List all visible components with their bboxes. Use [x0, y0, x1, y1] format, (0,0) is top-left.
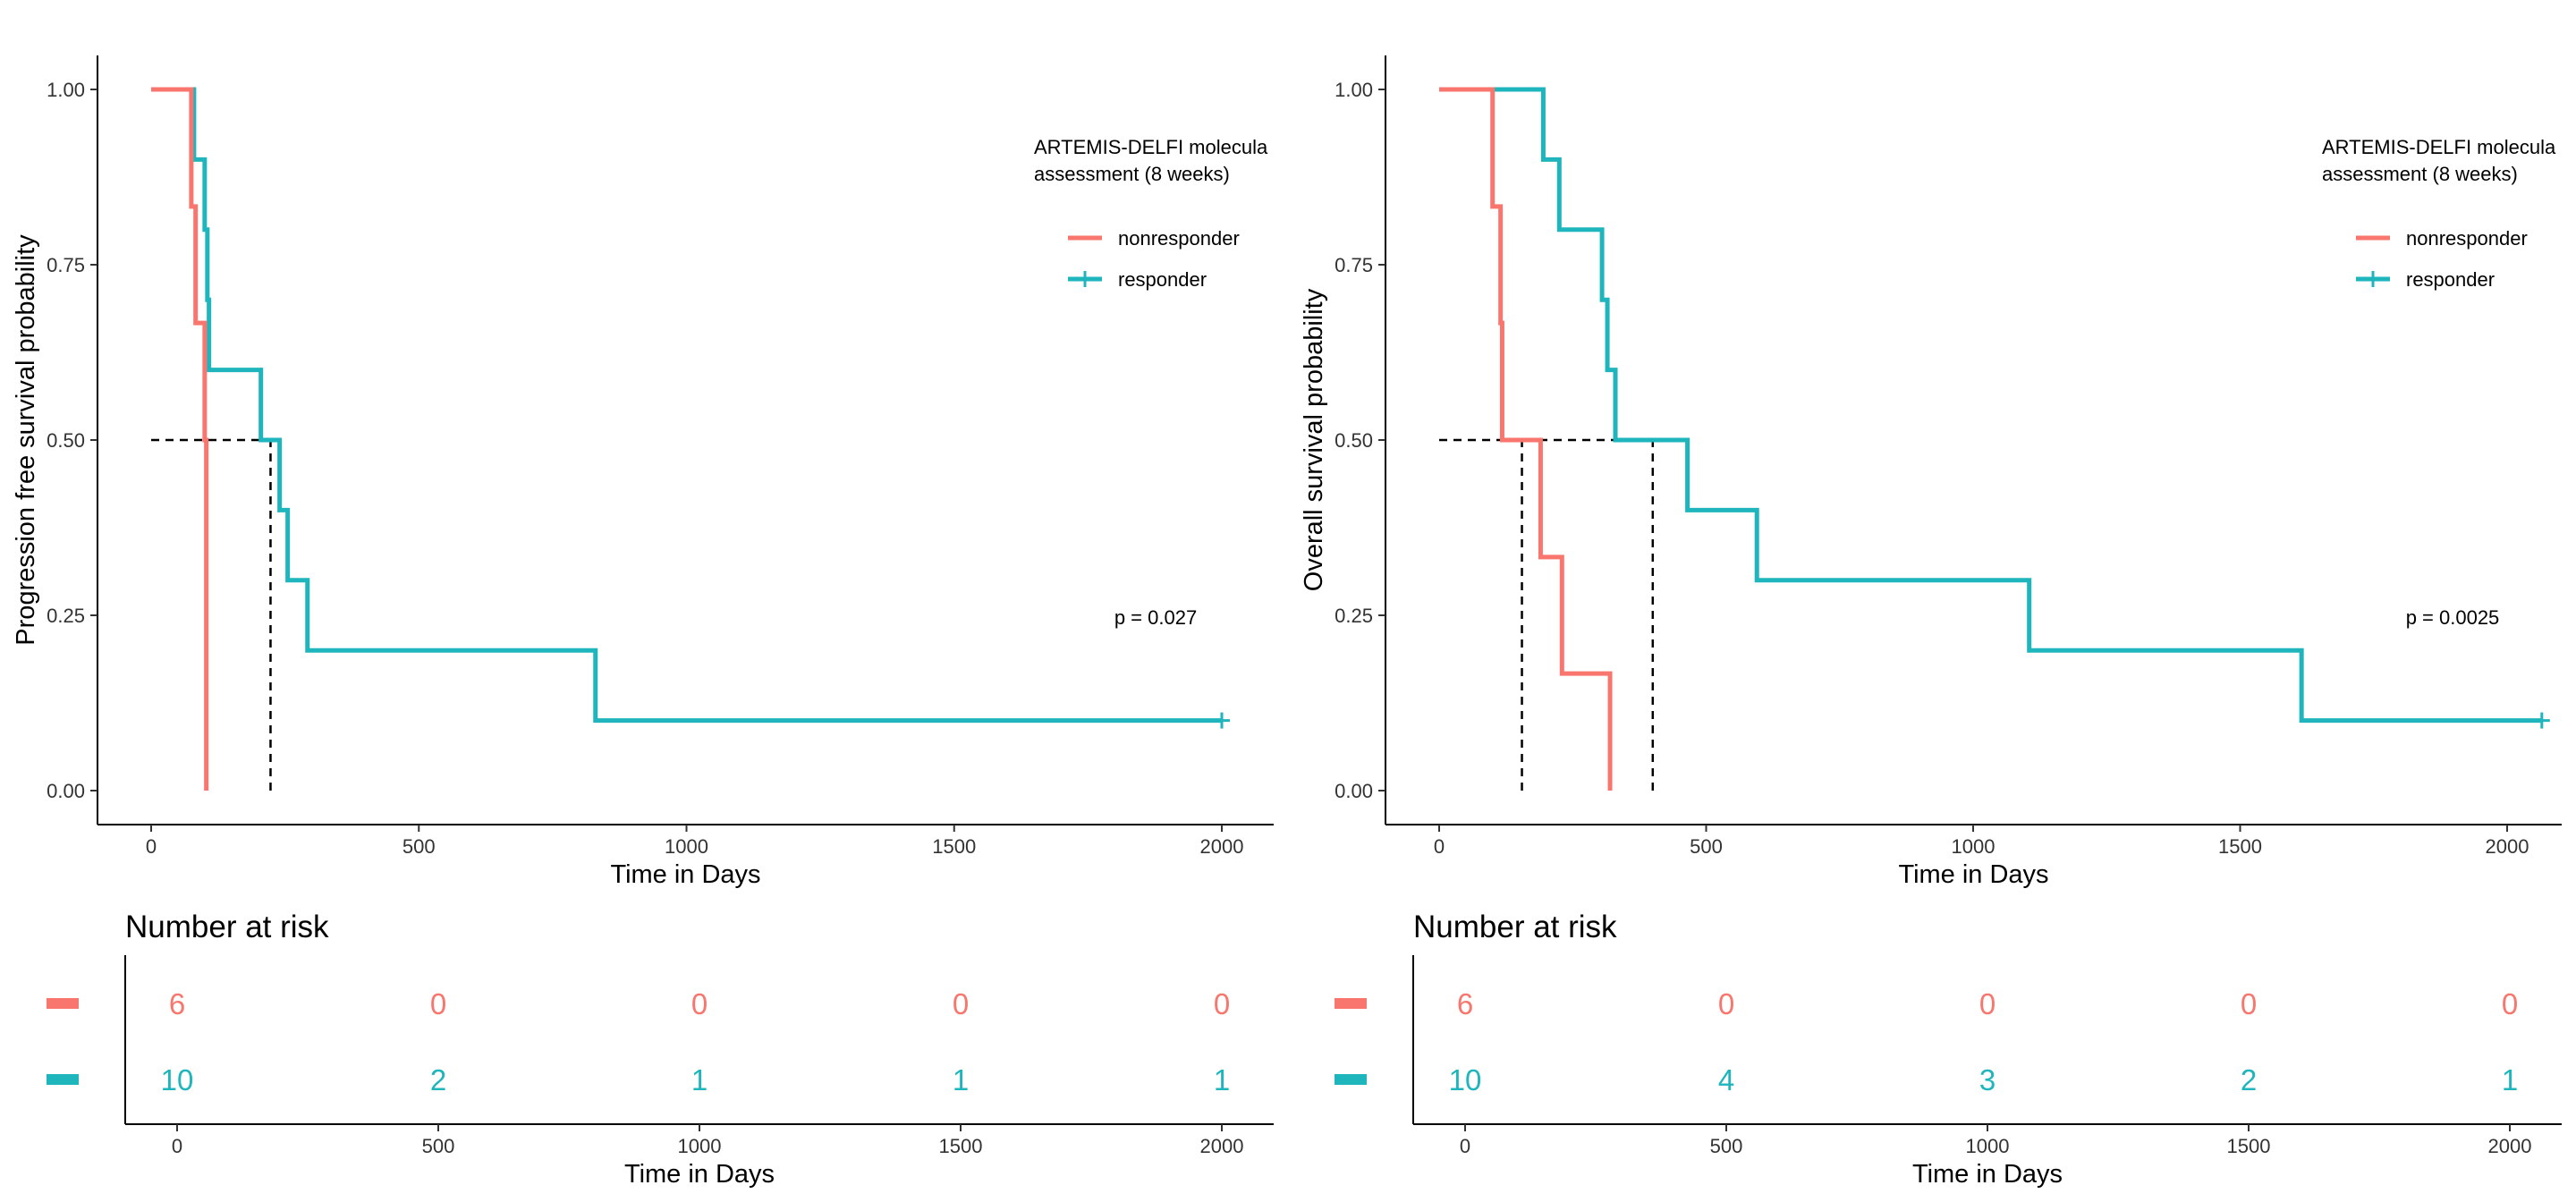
survival-curve-nonresponder — [151, 87, 209, 791]
risk-count-responder: 4 — [1718, 1063, 1734, 1096]
risk-count-responder: 1 — [2502, 1063, 2518, 1096]
y-tick-label: 0.50 — [47, 429, 85, 452]
x-tick-label: 2000 — [2486, 835, 2529, 858]
risk-x-axis-title: Time in Days — [1912, 1160, 2063, 1189]
legend-title-line2: assessment (8 weeks) — [2322, 163, 2518, 185]
risk-count-nonresponder: 0 — [1214, 987, 1230, 1020]
risk-count-responder: 3 — [1979, 1063, 1996, 1096]
y-tick-label: 0.00 — [47, 780, 85, 802]
x-tick-label: 1500 — [2218, 835, 2262, 858]
x-tick-label: 1000 — [665, 835, 708, 858]
km-panel-2: 0.000.250.500.751.000 500 1000 1500 2000Time… — [1300, 55, 2562, 1189]
y-tick-label: 1.00 — [47, 79, 85, 101]
risk-count-nonresponder: 0 — [953, 987, 969, 1020]
x-axis-title: Time in Days — [1898, 860, 2048, 889]
y-tick-label: 0.00 — [1335, 780, 1373, 802]
p-value: p = 0.0025 — [2406, 606, 2500, 629]
y-tick-label: 0.25 — [1335, 605, 1373, 627]
risk-count-responder: 2 — [2241, 1063, 2257, 1096]
risk-count-nonresponder: 6 — [169, 987, 185, 1020]
legend-label-nonresponder: nonresponder — [1118, 227, 1240, 250]
risk-count-nonresponder: 0 — [2241, 987, 2257, 1020]
risk-x-tick-label: 1500 — [939, 1135, 983, 1157]
risk-row-swatch-responder — [1335, 1074, 1367, 1085]
x-tick-label: 500 — [1690, 835, 1723, 858]
risk-count-responder: 10 — [1449, 1063, 1482, 1096]
risk-table-title: Number at risk — [1413, 910, 1617, 944]
legend-label-responder: responder — [1118, 268, 1207, 291]
y-axis-title: Progression free survival probability — [12, 234, 40, 646]
risk-count-responder: 1 — [953, 1063, 969, 1096]
y-tick-label: 1.00 — [1335, 79, 1373, 101]
risk-count-nonresponder: 0 — [430, 987, 446, 1020]
risk-count-nonresponder: 0 — [2502, 987, 2518, 1020]
risk-x-tick-label: 0 — [172, 1135, 182, 1157]
km-panel-1: 0.000.250.500.751.000 500 1000 1500 2000Time… — [12, 55, 1274, 1189]
x-tick-label: 1500 — [932, 835, 976, 858]
survival-curve-nonresponder — [1439, 87, 1613, 791]
risk-x-tick-label: 2000 — [1200, 1135, 1244, 1157]
risk-count-responder: 2 — [430, 1063, 446, 1096]
legend-title-line2: assessment (8 weeks) — [1034, 163, 1230, 185]
risk-count-responder: 1 — [1214, 1063, 1230, 1096]
y-tick-label: 0.75 — [47, 254, 85, 276]
risk-x-tick-label: 1000 — [1966, 1135, 2010, 1157]
x-tick-label: 0 — [1434, 835, 1445, 858]
risk-count-nonresponder: 0 — [691, 987, 708, 1020]
risk-table-title: Number at risk — [125, 910, 329, 944]
x-tick-label: 2000 — [1200, 835, 1244, 858]
y-tick-label: 0.25 — [47, 605, 85, 627]
y-axis-title: Overall survival probability — [1300, 288, 1328, 591]
risk-count-responder: 1 — [691, 1063, 708, 1096]
y-tick-label: 0.75 — [1335, 254, 1373, 276]
risk-count-nonresponder: 0 — [1718, 987, 1734, 1020]
risk-x-tick-label: 1500 — [2227, 1135, 2271, 1157]
legend-title-line1: ARTEMIS-DELFI molecula — [2322, 136, 2556, 158]
survival-curve-responder — [1439, 87, 2542, 724]
legend-label-nonresponder: nonresponder — [2406, 227, 2528, 250]
x-tick-label: 500 — [402, 835, 436, 858]
risk-x-tick-label: 2000 — [2488, 1135, 2532, 1157]
risk-count-nonresponder: 6 — [1457, 987, 1473, 1020]
x-axis-title: Time in Days — [610, 860, 760, 889]
risk-row-swatch-responder — [47, 1074, 79, 1085]
risk-x-tick-label: 500 — [422, 1135, 455, 1157]
x-tick-label: 0 — [146, 835, 157, 858]
x-tick-label: 1000 — [1952, 835, 1996, 858]
legend-label-responder: responder — [2406, 268, 2495, 291]
risk-count-responder: 10 — [161, 1063, 194, 1096]
p-value: p = 0.027 — [1114, 606, 1197, 629]
risk-x-tick-label: 500 — [1710, 1135, 1743, 1157]
risk-x-tick-label: 1000 — [678, 1135, 722, 1157]
risk-x-axis-title: Time in Days — [624, 1160, 775, 1189]
survival-curve-responder — [151, 87, 1222, 724]
risk-row-swatch-nonresponder — [1335, 998, 1367, 1009]
risk-row-swatch-nonresponder — [47, 998, 79, 1009]
risk-count-nonresponder: 0 — [1979, 987, 1996, 1020]
legend-title-line1: ARTEMIS-DELFI molecula — [1034, 136, 1268, 158]
risk-x-tick-label: 0 — [1460, 1135, 1470, 1157]
y-tick-label: 0.50 — [1335, 429, 1373, 452]
